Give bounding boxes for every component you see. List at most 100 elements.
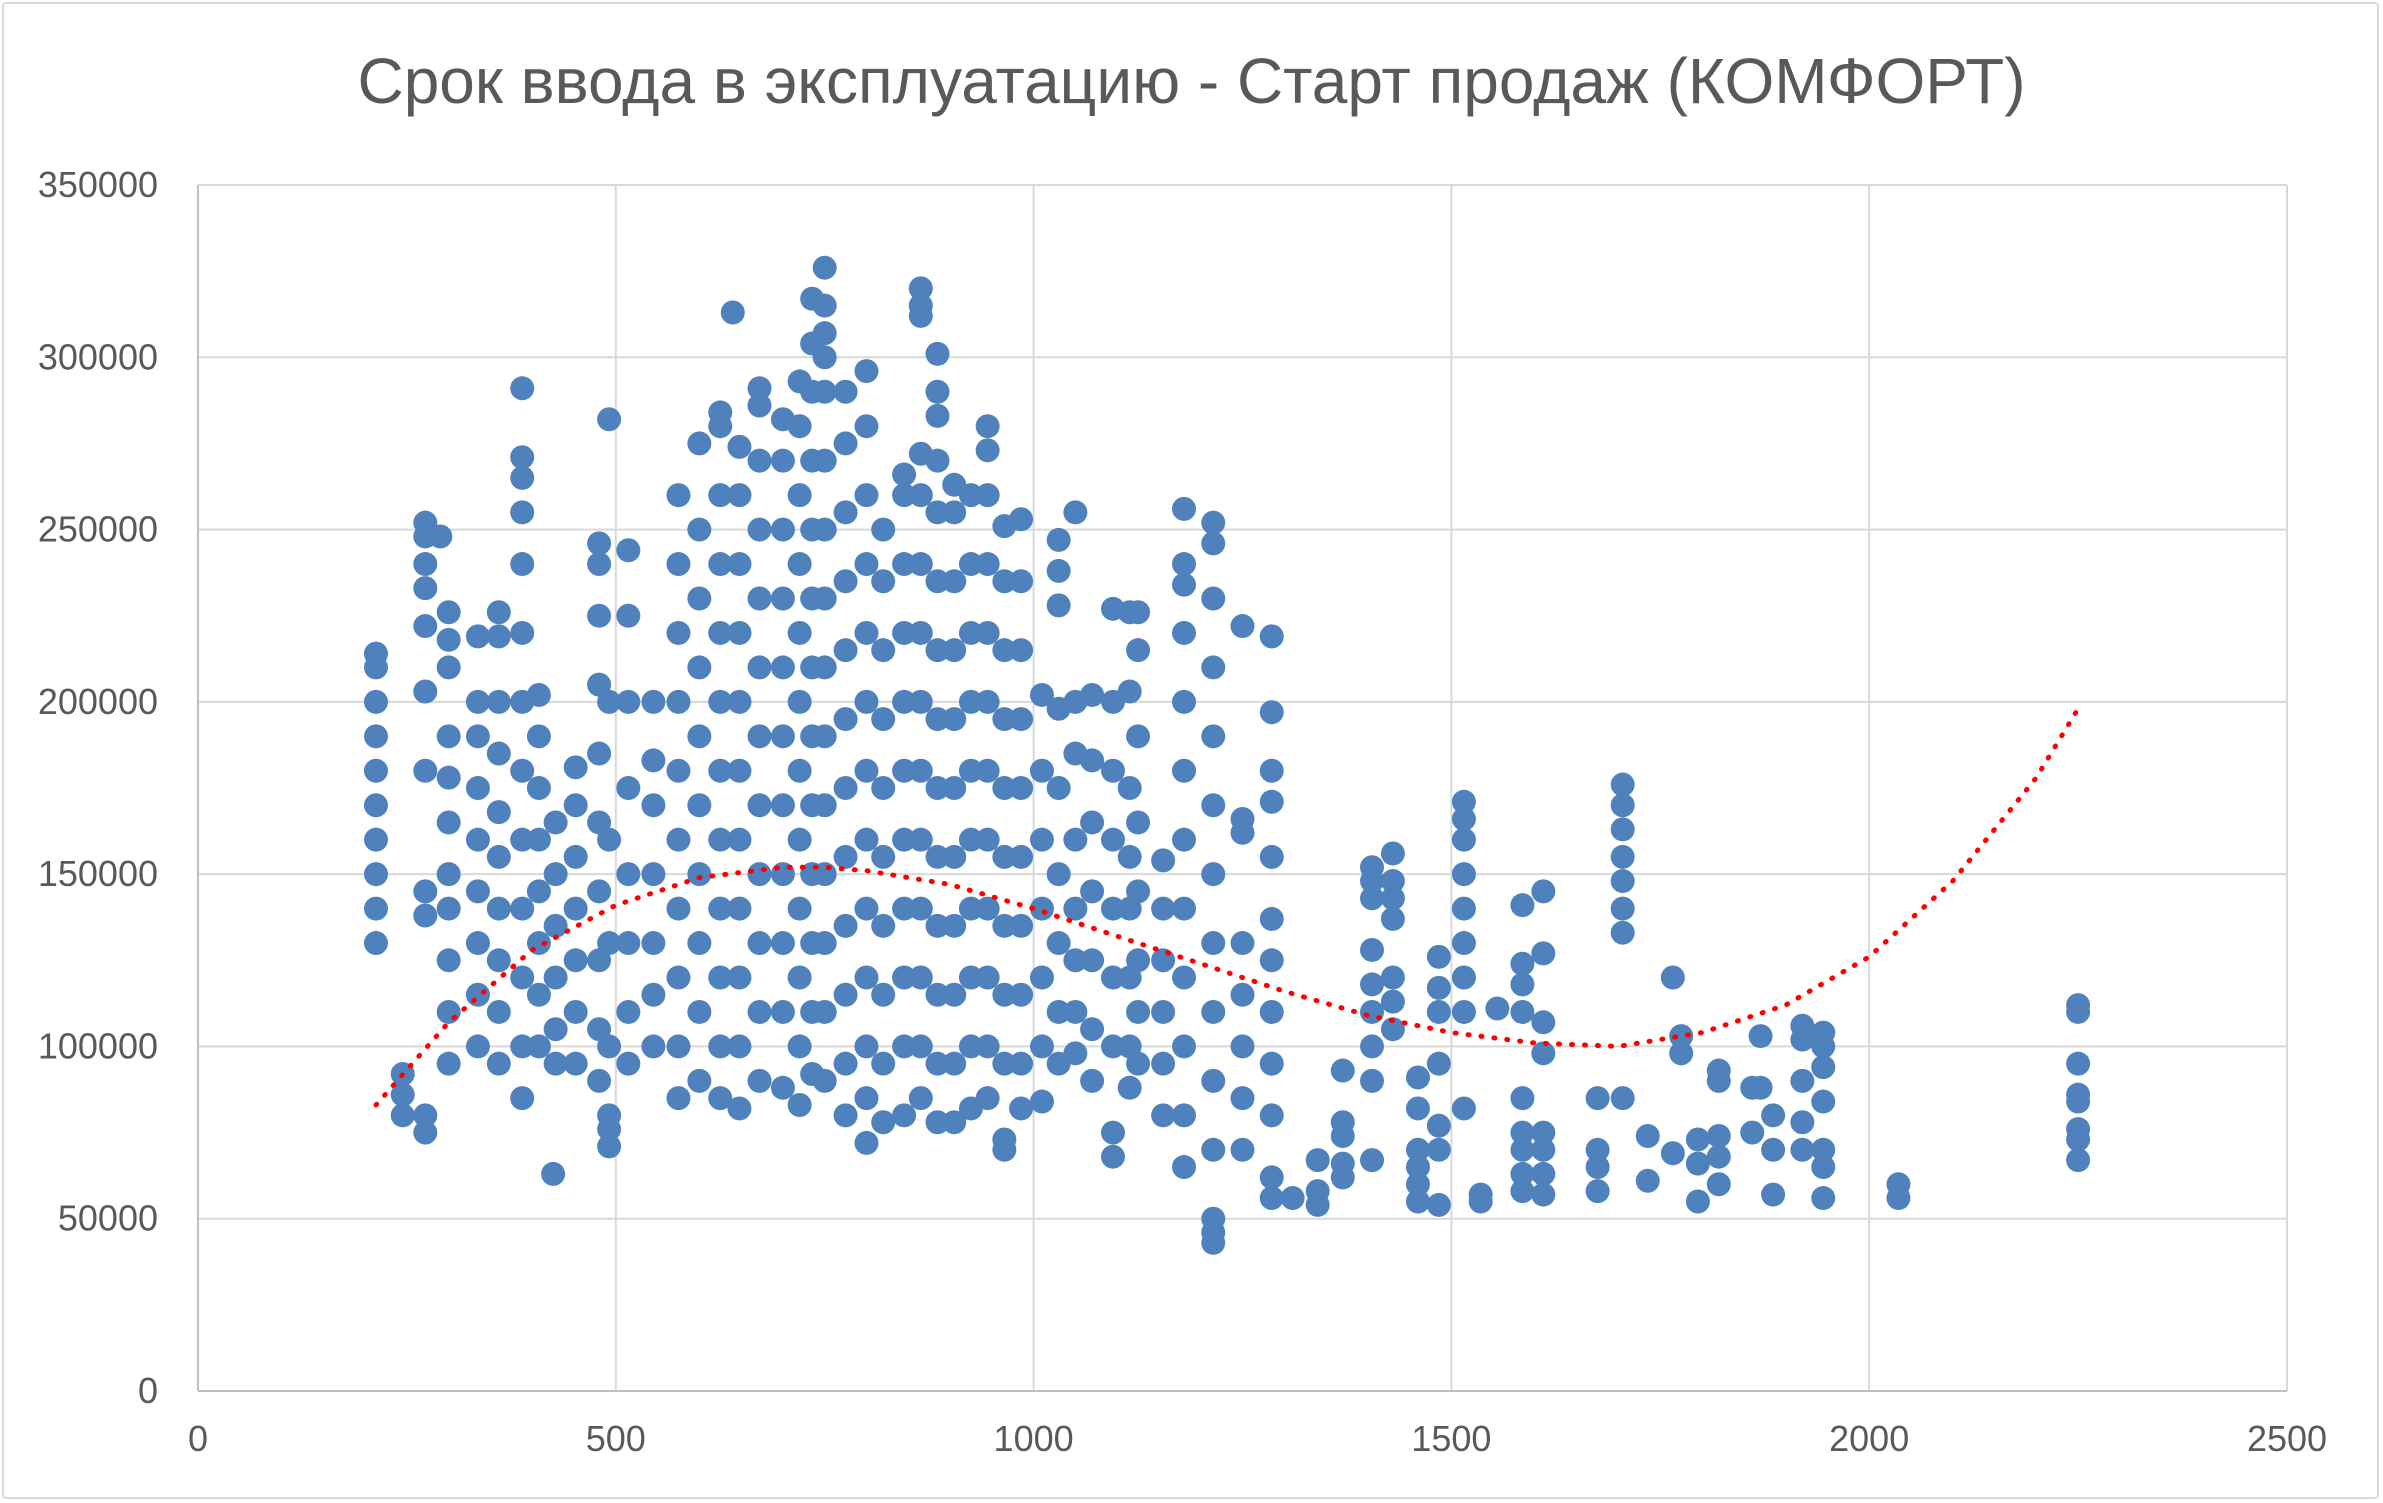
data-point (543, 965, 568, 990)
data-point (787, 1093, 812, 1118)
data-point (526, 776, 551, 800)
data-point (1172, 758, 1197, 783)
y-tick-label: 200000 (38, 681, 158, 722)
data-point (526, 1034, 551, 1059)
data-point (1172, 1155, 1197, 1180)
data-point (436, 999, 461, 1024)
data-point (563, 948, 588, 973)
data-point (486, 800, 511, 825)
data-point (436, 600, 461, 625)
data-point (687, 862, 712, 887)
data-point (812, 931, 837, 956)
data-point (1172, 965, 1197, 990)
data-point (1201, 531, 1226, 556)
data-point (1029, 896, 1054, 921)
data-point (687, 931, 712, 956)
data-point (908, 758, 933, 783)
data-point (727, 434, 752, 459)
data-point (747, 376, 772, 401)
data-point (1046, 593, 1071, 618)
data-point (871, 1051, 896, 1076)
data-point (1230, 1086, 1255, 1111)
data-point (1046, 558, 1071, 583)
data-point (854, 827, 879, 852)
data-point (925, 341, 950, 366)
data-point (1009, 507, 1034, 532)
data-point (720, 300, 745, 325)
data-point (812, 345, 837, 370)
data-point (436, 948, 461, 973)
x-axis-ticks: 0 500 1000 1500 2000 2500 (188, 1418, 2327, 1459)
data-point (812, 448, 837, 473)
data-point (992, 569, 1017, 594)
data-point (992, 844, 1017, 869)
data-point (666, 965, 691, 990)
data-point (641, 748, 666, 773)
data-point (854, 1130, 879, 1155)
data-point (1451, 896, 1476, 921)
data-point (1126, 810, 1151, 835)
data-point (871, 707, 896, 732)
x-tick-label: 1000 (994, 1418, 1074, 1459)
data-point (1172, 620, 1197, 645)
data-point (1172, 689, 1197, 714)
data-point (413, 1120, 438, 1145)
data-point (770, 999, 795, 1024)
data-point (1610, 817, 1635, 842)
data-point (1510, 1086, 1535, 1111)
data-point (1009, 569, 1034, 594)
data-point (727, 689, 752, 714)
data-point (1510, 1137, 1535, 1162)
data-point (992, 776, 1017, 800)
data-point (770, 931, 795, 956)
data-point (942, 1051, 967, 1076)
data-point (1009, 844, 1034, 869)
data-point (1029, 827, 1054, 852)
data-point (616, 776, 641, 800)
data-point (787, 483, 812, 508)
data-point (563, 1051, 588, 1076)
data-point (1531, 1041, 1556, 1066)
data-point (958, 483, 983, 508)
data-point (666, 620, 691, 645)
y-tick-label: 350000 (38, 164, 158, 205)
y-tick-label: 150000 (38, 853, 158, 894)
y-tick-label: 250000 (38, 509, 158, 550)
data-point (1585, 1155, 1610, 1180)
data-point (833, 569, 858, 594)
data-point (812, 586, 837, 611)
data-point (1100, 1120, 1125, 1145)
data-point (1126, 999, 1151, 1024)
data-point (727, 1034, 752, 1059)
data-point (908, 896, 933, 921)
data-point (787, 1034, 812, 1059)
data-point (747, 586, 772, 611)
y-tick-label: 100000 (38, 1025, 158, 1066)
data-point (958, 689, 983, 714)
data-point (708, 1034, 733, 1059)
data-point (833, 844, 858, 869)
data-point (727, 1096, 752, 1121)
data-point (1029, 1034, 1054, 1059)
data-point (363, 793, 388, 818)
data-point (925, 448, 950, 473)
data-point (1151, 1103, 1176, 1128)
data-point (833, 1051, 858, 1076)
data-point (871, 913, 896, 938)
data-point (1100, 827, 1125, 852)
data-point (1259, 1051, 1284, 1076)
data-point (1706, 1172, 1731, 1197)
data-point (1151, 999, 1176, 1024)
data-point (1761, 1182, 1786, 1207)
data-point (526, 879, 551, 904)
data-point (510, 758, 535, 783)
data-point (787, 965, 812, 990)
data-point (363, 862, 388, 887)
data-point (854, 896, 879, 921)
data-point (1635, 1124, 1660, 1149)
data-point (708, 552, 733, 577)
data-point (992, 913, 1017, 938)
data-point (925, 707, 950, 732)
data-point (1305, 1179, 1330, 1204)
